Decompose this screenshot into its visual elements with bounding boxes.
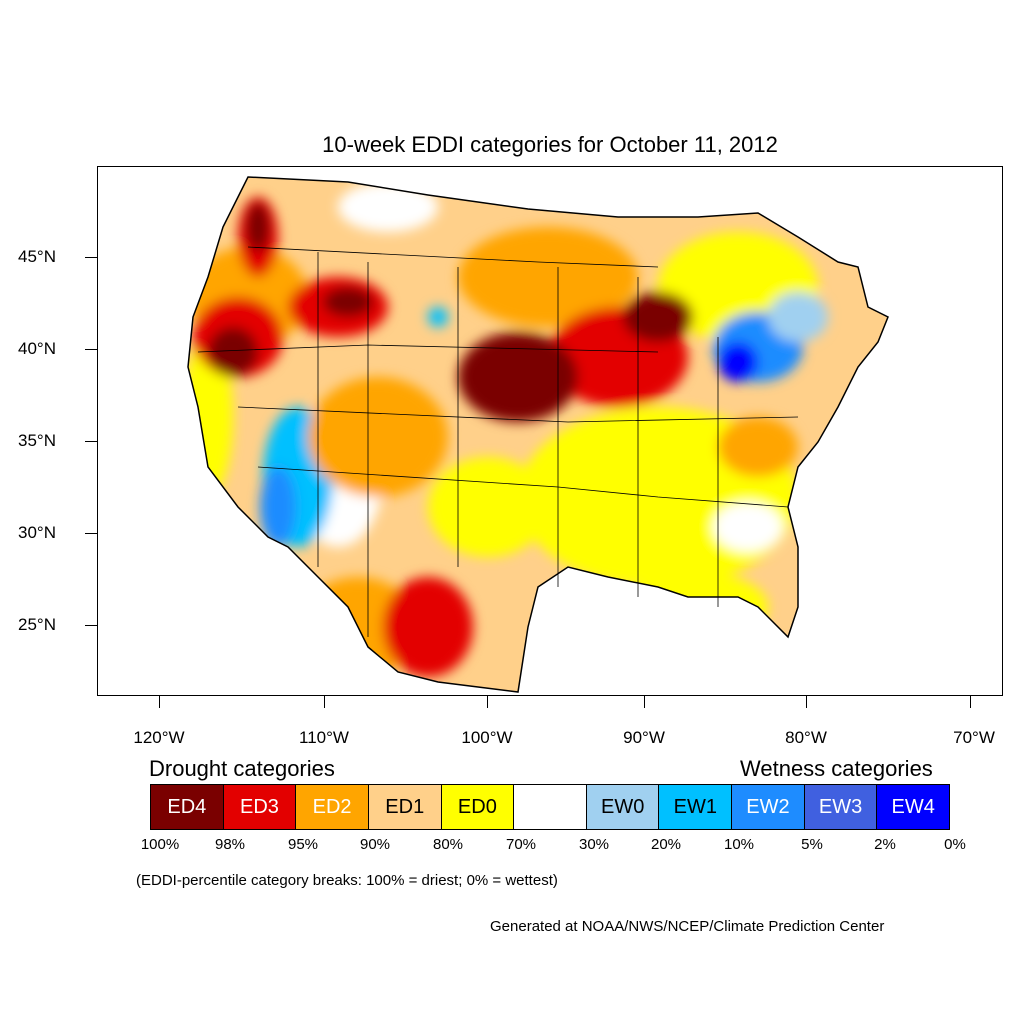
- legend-cell-ed1: ED1: [368, 785, 442, 829]
- lat-label: 35°N: [18, 431, 56, 450]
- lat-tick: [85, 349, 97, 350]
- percentile-break: 70%: [505, 836, 537, 853]
- lon-label: 90°W: [623, 728, 665, 747]
- map-panel: [97, 166, 1003, 696]
- lon-label: 100°W: [461, 728, 513, 747]
- percentile-break: 90%: [359, 836, 391, 853]
- legend-cell-ew3: EW3: [804, 785, 878, 829]
- eddi-field: [188, 177, 888, 692]
- state-borders: [197, 246, 799, 637]
- percentile-break: 30%: [578, 836, 610, 853]
- lon-label: 110°W: [299, 728, 349, 747]
- lat-tick: [85, 257, 97, 258]
- legend-cell-neutral: [514, 785, 587, 829]
- lat-label: 40°N: [18, 339, 56, 358]
- lon-tick: [806, 696, 807, 708]
- legend-cell-ed3: ED3: [223, 785, 297, 829]
- lon-tick: [159, 696, 160, 708]
- lat-label: 45°N: [18, 247, 56, 266]
- lat-tick: [85, 441, 97, 442]
- percentile-break: 5%: [801, 836, 823, 853]
- percentile-break: 98%: [214, 836, 246, 853]
- percentile-break: 10%: [723, 836, 755, 853]
- category-note: (EDDI-percentile category breaks: 100% =…: [136, 872, 558, 889]
- lat-tick: [85, 625, 97, 626]
- percentile-break: 2%: [874, 836, 896, 853]
- lon-tick: [970, 696, 971, 708]
- category-legend: ED4 ED3 ED2 ED1 ED0 EW0 EW1 EW2 EW3 EW4: [150, 784, 950, 830]
- percentile-break: 80%: [432, 836, 464, 853]
- legend-cell-ew1: EW1: [659, 785, 733, 829]
- legend-cell-ed4: ED4: [151, 785, 224, 829]
- lon-tick: [487, 696, 488, 708]
- percentile-break: 100%: [140, 836, 180, 853]
- coastline: [187, 176, 889, 693]
- lat-label: 30°N: [18, 523, 56, 542]
- legend-cell-ed0: ED0: [441, 785, 515, 829]
- legend-cell-ed2: ED2: [296, 785, 369, 829]
- lon-label: 70°W: [953, 728, 995, 747]
- lon-label: 80°W: [785, 728, 827, 747]
- lon-label: 120°W: [133, 728, 185, 747]
- lat-tick: [85, 533, 97, 534]
- percentile-break: 0%: [944, 836, 966, 853]
- wetness-heading: Wetness categories: [740, 756, 933, 781]
- percentile-break: 20%: [650, 836, 682, 853]
- map-title: 10-week EDDI categories for October 11, …: [322, 132, 778, 157]
- legend-cell-ew2: EW2: [732, 785, 805, 829]
- lon-tick: [644, 696, 645, 708]
- lon-tick: [324, 696, 325, 708]
- legend-cell-ew4: EW4: [877, 785, 950, 829]
- credit-line: Generated at NOAA/NWS/NCEP/Climate Predi…: [490, 918, 885, 935]
- legend-cell-ew0: EW0: [586, 785, 660, 829]
- eddi-map: [187, 176, 889, 693]
- lat-label: 25°N: [18, 615, 56, 634]
- drought-heading: Drought categories: [149, 756, 335, 781]
- percentile-break: 95%: [287, 836, 319, 853]
